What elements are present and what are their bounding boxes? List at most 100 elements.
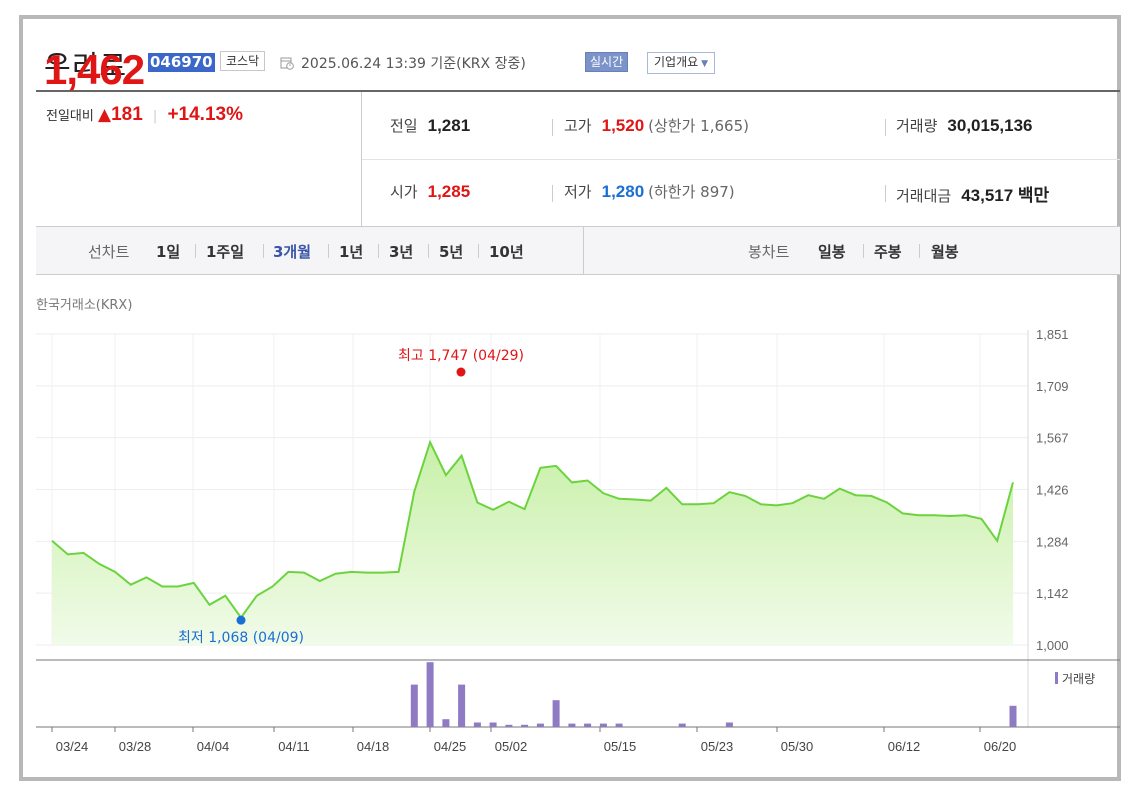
tab-daily-candle[interactable]: 일봉 (818, 243, 846, 261)
tab-separator (478, 244, 479, 258)
calendar-clock-icon (280, 57, 294, 70)
price-change-row: 전일대비 ▲181 | +14.13% (46, 104, 243, 126)
candle-chart-label: 봉차트 (748, 243, 790, 261)
x-tick-label: 03/28 (119, 739, 152, 754)
tab-separator (263, 244, 264, 258)
tab-1d[interactable]: 1일 (156, 243, 181, 261)
trade-value-value: 43,517 백만 (961, 186, 1050, 205)
change-amount: 181 (111, 104, 143, 125)
tab-weekly-candle[interactable]: 주봉 (874, 243, 902, 261)
volume-bar (505, 724, 513, 727)
change-percent: +14.13% (167, 104, 243, 125)
high-annotation: 최고 1,747 (04/29) (398, 348, 524, 364)
volume-label: 거래량 (896, 117, 938, 135)
tab-1w[interactable]: 1주일 (206, 243, 245, 261)
tab-separator (378, 244, 379, 258)
chart-tab-bar (36, 227, 1120, 275)
x-tick-label: 04/04 (197, 739, 230, 754)
quote-separator (885, 119, 886, 136)
price-chart[interactable]: 1,851 1,709 1,567 1,426 1,284 1,142 1,000 03/24… (36, 320, 1120, 770)
header-divider (36, 90, 1120, 92)
prev-close-value: 1,281 (427, 116, 471, 135)
price-line (51, 439, 1014, 620)
volume-bar (489, 722, 497, 727)
realtime-button[interactable]: 실시간 (585, 52, 629, 72)
tab-3y[interactable]: 3년 (389, 243, 414, 261)
volume-bar (725, 722, 733, 727)
stock-name[interactable]: 우리로 (44, 49, 128, 83)
volume-bar (473, 722, 481, 727)
volume-bar (552, 700, 560, 727)
volume-bar (458, 684, 466, 727)
volume: 거래량 30,015,136 (896, 115, 1033, 136)
timestamp: 2025.06.24 13:39 기준(KRX 장중) (301, 56, 526, 72)
volume-bar (568, 723, 576, 727)
high-value: 1,520 (601, 116, 645, 135)
price-area (52, 442, 1013, 645)
chevron-down-icon: ▼ (701, 59, 709, 69)
low-value: 1,280 (601, 182, 645, 201)
volume-bar (442, 719, 450, 727)
stock-code: 046970 (148, 53, 215, 72)
change-separator: | (152, 109, 158, 124)
tab-separator (195, 244, 196, 258)
x-tick-label: 05/15 (604, 739, 637, 754)
lower-limit: (하한가 897) (648, 183, 735, 201)
trade-value-label: 거래대금 (896, 187, 952, 205)
trade-value: 거래대금 43,517 백만 (896, 181, 1049, 206)
line-chart-label: 선차트 (88, 243, 130, 261)
tab-1y[interactable]: 1년 (339, 243, 364, 261)
y-tick-label: 1,567 (1036, 431, 1069, 446)
tab-10y[interactable]: 10년 (489, 243, 524, 261)
volume-bar (426, 662, 434, 727)
open-value: 1,285 (427, 182, 471, 201)
volume-bar (1009, 705, 1017, 727)
screenshot-frame (19, 15, 1121, 781)
open-label: 시가 (390, 183, 418, 201)
x-tick-label: 05/30 (781, 739, 814, 754)
x-tick-label: 05/02 (495, 739, 528, 754)
y-tick-label: 1,851 (1036, 327, 1069, 342)
high-marker (456, 367, 466, 377)
quote-separator (552, 185, 553, 202)
change-label: 전일대비 (46, 109, 94, 124)
low-label: 저가 (564, 183, 592, 201)
day-high: 고가 1,520 (상한가 1,665) (564, 115, 749, 136)
volume-bar (599, 723, 607, 727)
y-tick-label: 1,284 (1036, 534, 1069, 549)
stock-widget: 우리로 046970 코스닥 2025.06.24 13:39 기준(KRX 장… (36, 20, 1120, 780)
tab-separator (863, 244, 864, 258)
prev-close-label: 전일 (390, 117, 418, 135)
tab-separator (428, 244, 429, 258)
volume-bar (521, 724, 529, 727)
low-annotation: 최저 1,068 (04/09) (178, 630, 304, 646)
volume-legend-swatch (1055, 672, 1058, 684)
volume-bar (615, 723, 623, 727)
day-low: 저가 1,280 (하한가 897) (564, 181, 735, 202)
volume-bar (410, 684, 418, 727)
market-badge: 코스닥 (220, 51, 266, 71)
y-tick-label: 1,426 (1036, 483, 1069, 498)
volume-bar (584, 723, 592, 727)
open-price: 시가 1,285 (390, 181, 470, 202)
company-overview-button[interactable]: 기업개요 ▼ (647, 52, 716, 74)
low-marker (236, 615, 246, 625)
tab-5y[interactable]: 5년 (439, 243, 464, 261)
high-label: 고가 (564, 117, 592, 135)
x-tick-label: 04/11 (278, 739, 310, 754)
x-tick-label: 06/12 (888, 739, 921, 754)
tab-separator (919, 244, 920, 258)
tab-separator (328, 244, 329, 258)
current-price: 1,462 (44, 46, 145, 93)
x-tick-label: 03/24 (56, 739, 89, 754)
price-panel (36, 92, 362, 227)
tab-monthly-candle[interactable]: 월봉 (931, 243, 959, 261)
y-tick-label: 1,709 (1036, 379, 1069, 394)
tab-3m[interactable]: 3개월 (273, 243, 312, 261)
prev-close: 전일 1,281 (390, 115, 470, 136)
up-triangle-icon: ▲ (97, 105, 112, 125)
x-tick-label: 05/23 (701, 739, 734, 754)
tab-bar-divider (583, 227, 584, 275)
volume-legend: 거래량 (1062, 672, 1095, 686)
volume-bar (678, 723, 686, 727)
